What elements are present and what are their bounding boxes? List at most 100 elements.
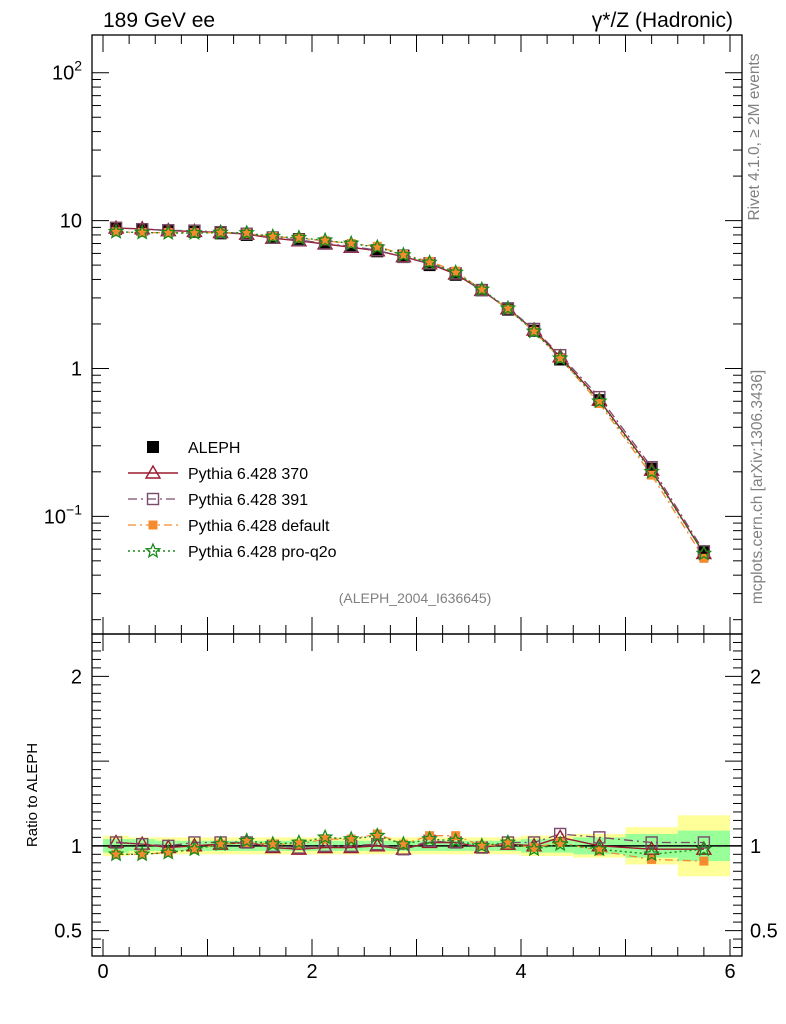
source-label: mcplots.cern.ch [arXiv:1306.3436] <box>749 370 766 604</box>
main-point-default <box>216 228 226 238</box>
ratio-point-default <box>346 834 356 844</box>
main-point-proq2o <box>186 224 203 240</box>
main-point-default <box>242 228 252 238</box>
ratio-point-default <box>451 831 461 841</box>
ratio-point-proq2o <box>186 840 203 857</box>
x-tick-label: 2 <box>306 961 317 983</box>
main-point-default <box>503 304 513 314</box>
ratio-point-default <box>529 843 539 853</box>
ratio-point-default <box>242 837 252 847</box>
legend-marker-default <box>148 520 158 530</box>
ratio-point-p370 <box>342 839 360 854</box>
ratio-point-proq2o <box>395 835 412 852</box>
ratio-point-default <box>555 837 565 847</box>
ratio-point-proq2o <box>551 835 569 852</box>
main-point-default <box>163 228 173 238</box>
main-point-p391 <box>240 227 253 240</box>
legend-label-p370: Pythia 6.428 370 <box>188 466 308 483</box>
main-point-default <box>320 236 330 246</box>
ratio-point-p391 <box>135 837 149 851</box>
main-point-default <box>294 233 304 243</box>
ratio-point-default <box>594 846 604 856</box>
main-point-default <box>699 553 709 563</box>
legend-marker-p391 <box>146 492 160 506</box>
y-tick-label-main: 102 <box>52 58 82 85</box>
ratio-y-tick-label-right: 1 <box>750 836 761 858</box>
ratio-point-proq2o <box>525 840 543 857</box>
ratio-point-p391 <box>697 836 711 849</box>
main-point-proq2o <box>551 349 569 366</box>
main-point-default <box>398 249 408 259</box>
main-point-proq2o <box>342 234 360 251</box>
ratio-panel-frame <box>91 633 743 957</box>
legend-label-data: ALEPH <box>188 440 240 457</box>
ratio-point-proq2o <box>447 832 464 848</box>
ratio-point-default <box>320 834 330 844</box>
ratio-axis-label: Ratio to ALEPH <box>24 743 41 847</box>
main-point-default <box>477 285 487 295</box>
ratio-point-proq2o <box>643 845 660 862</box>
ratio-point-proq2o <box>160 843 177 860</box>
ratio-point-default <box>137 849 147 859</box>
main-point-default <box>594 398 604 408</box>
x-tick-label: 4 <box>515 961 526 983</box>
main-point-default <box>189 228 199 238</box>
ratio-band-inner <box>129 839 156 851</box>
main-point-default <box>451 266 461 276</box>
ratio-line-p370 <box>116 836 704 850</box>
main-point-proq2o <box>160 224 177 240</box>
rivet-version-label: Rivet 4.1.0, ≥ 2M events <box>746 53 763 220</box>
main-point-default <box>268 232 278 242</box>
axis-tick-labels: 102 10 1 10−1 0 2 4 6 2 2 1 1 0.5 0.5 <box>44 58 778 983</box>
main-point-proq2o <box>290 229 308 245</box>
main-point-p391 <box>475 284 489 297</box>
ratio-point-proq2o <box>369 827 386 843</box>
main-panel-series <box>107 219 713 563</box>
ratio-y-tick-label: 2 <box>71 666 82 688</box>
ratio-point-default <box>294 839 304 849</box>
process-title: γ*/Z (Hadronic) <box>592 9 733 32</box>
ratio-point-default <box>398 839 408 849</box>
ratio-point-default <box>503 839 513 849</box>
main-point-proq2o <box>264 227 282 244</box>
ratio-point-p370 <box>369 837 386 852</box>
x-tick-label: 0 <box>97 961 108 983</box>
main-point-proq2o <box>447 263 464 280</box>
ratio-point-proq2o <box>290 833 308 850</box>
ratio-point-proq2o <box>499 833 517 850</box>
ratio-point-proq2o <box>212 835 229 852</box>
ratio-line-p391 <box>116 833 704 850</box>
ratio-point-default <box>111 849 121 859</box>
ratio-point-p370 <box>316 839 334 854</box>
main-point-default <box>529 326 539 336</box>
main-point-default <box>111 227 121 237</box>
main-point-default <box>137 228 147 238</box>
main-point-default <box>425 256 435 266</box>
ratio-point-p391 <box>240 836 253 849</box>
ratio-point-proq2o <box>473 837 491 853</box>
legend-label-default: Pythia 6.428 default <box>188 518 330 535</box>
axis-ticks <box>92 35 742 956</box>
main-point-proq2o <box>473 280 491 297</box>
y-tick-label-main: 10−1 <box>44 501 82 528</box>
main-point-default <box>555 353 565 363</box>
legend: ALEPH Pythia 6.428 370 Pythia 6.428 391 Pyt… <box>128 440 337 561</box>
main-point-proq2o <box>499 299 517 316</box>
ratio-line-proq2o <box>116 834 704 856</box>
main-point-proq2o <box>643 463 660 479</box>
ratio-point-proq2o <box>342 830 360 847</box>
ratio-point-default <box>163 848 173 858</box>
main-point-proq2o <box>369 238 386 255</box>
ratio-point-default <box>372 829 382 839</box>
ratio-y-tick-label-right: 2 <box>750 666 761 688</box>
energy-title: 189 GeV ee <box>103 9 215 32</box>
ratio-point-proq2o <box>316 828 334 845</box>
ratio-point-proq2o <box>591 840 608 857</box>
ratio-point-default <box>477 841 487 851</box>
ratio-y-tick-label: 0.5 <box>54 921 82 943</box>
main-point-proq2o <box>695 544 713 561</box>
analysis-label: (ALEPH_2004_I636645) <box>339 590 492 606</box>
ratio-y-tick-label-right: 0.5 <box>750 921 778 943</box>
y-tick-label-main: 1 <box>71 358 82 380</box>
